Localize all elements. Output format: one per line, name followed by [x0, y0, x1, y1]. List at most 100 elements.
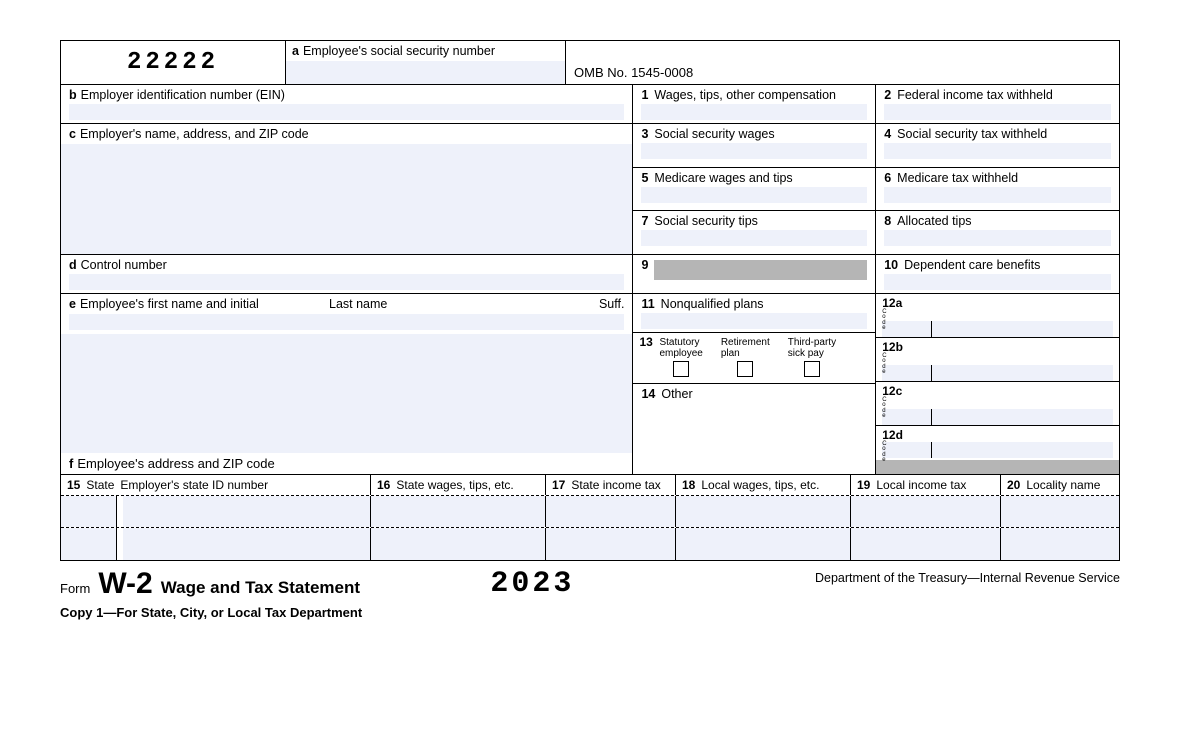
stack-3-5-7: 3Social security wages 5Medicare wages a… [633, 124, 876, 254]
box-2: 2 Federal income tax withheld [876, 85, 1119, 123]
box-4-input[interactable] [884, 143, 1111, 159]
state-1-code[interactable] [61, 496, 117, 527]
state-data-row-2 [61, 528, 1119, 560]
box-4: 4Social security tax withheld [876, 124, 1119, 168]
retirement-plan-checkbox: Retirement plan [721, 337, 770, 377]
locality-1-name[interactable] [1001, 496, 1119, 527]
retirement-checkbox[interactable] [737, 361, 753, 377]
row-d: dControl number 9 10Dependent care benef… [61, 255, 1119, 294]
thirdparty-checkbox[interactable] [804, 361, 820, 377]
box-a-letter: a [292, 44, 299, 58]
box-11: 11Nonqualified plans [633, 294, 875, 333]
box-a-input[interactable] [286, 61, 565, 84]
box-7-input[interactable] [641, 230, 867, 246]
footer-dept: Department of the Treasury—Internal Reve… [815, 567, 1120, 585]
box-b: bEmployer identification number (EIN) [61, 85, 633, 123]
locality-2-name[interactable] [1001, 528, 1119, 560]
employee-last-name-input[interactable] [329, 314, 584, 330]
state-1-id[interactable] [123, 496, 370, 527]
box-b-label: Employer identification number (EIN) [81, 88, 285, 102]
box-12c-code[interactable] [882, 409, 932, 425]
box-b-input[interactable] [69, 104, 624, 120]
state-1-tax[interactable] [546, 496, 676, 527]
local-1-wages[interactable] [676, 496, 851, 527]
row-c: cEmployer's name, address, and ZIP code … [61, 124, 1119, 255]
state-section: 15State Employer's state ID number 16Sta… [61, 475, 1119, 560]
omb-number: OMB No. 1545-0008 [566, 41, 1119, 84]
stack-4-6-8: 4Social security tax withheld 6Medicare … [876, 124, 1119, 254]
box-1-label: Wages, tips, other compensation [654, 88, 836, 102]
state-2-wages[interactable] [371, 528, 546, 560]
box-d: dControl number [61, 255, 633, 293]
state-2-id[interactable] [123, 528, 370, 560]
state-data-row-1 [61, 496, 1119, 528]
box-1-input[interactable] [641, 104, 867, 120]
box-12b: 12b C o d e [876, 338, 1119, 382]
box-7: 7Social security tips [633, 211, 875, 254]
w2-form: 22222 a Employee's social security number… [60, 40, 1120, 561]
box-e-inputs [61, 314, 632, 330]
box-a: a Employee's social security number [286, 41, 566, 84]
box-2-num: 2 [884, 88, 891, 102]
box-12c-amount[interactable] [932, 409, 1113, 425]
box-8: 8Allocated tips [876, 211, 1119, 254]
box-c-letter: c [69, 127, 76, 141]
box-12b-code[interactable] [882, 365, 932, 381]
local-1-tax[interactable] [851, 496, 1001, 527]
employee-name-area[interactable] [61, 334, 632, 453]
footer-year: 2023 [490, 567, 574, 601]
local-2-tax[interactable] [851, 528, 1001, 560]
statutory-checkbox[interactable] [673, 361, 689, 377]
box-6-input[interactable] [884, 187, 1111, 203]
box-10: 10Dependent care benefits [876, 255, 1119, 293]
box-12a-amount[interactable] [932, 321, 1113, 337]
state-1-wages[interactable] [371, 496, 546, 527]
box-12d: 12d C o d e [876, 426, 1119, 474]
box-d-input[interactable] [69, 274, 624, 290]
state-2-code[interactable] [61, 528, 117, 560]
stack-11-13-14: 11Nonqualified plans 13 Statutory employ… [633, 294, 876, 474]
footer-form-word: Form [60, 581, 90, 596]
box-c: c Employer's name, address, and ZIP code [61, 124, 633, 254]
box-5-input[interactable] [641, 187, 867, 203]
box-12a-code[interactable] [882, 321, 932, 337]
local-2-wages[interactable] [676, 528, 851, 560]
box-2-input[interactable] [884, 104, 1111, 120]
box-c-input[interactable] [61, 144, 632, 254]
box-9: 9 [633, 255, 876, 293]
form-code: 22222 [61, 41, 286, 84]
box-13: 13 Statutory employee Retirement plan Th… [633, 333, 875, 384]
box-12-grey [876, 460, 1119, 474]
box-a-label: Employee's social security number [303, 44, 495, 58]
box-5: 5Medicare wages and tips [633, 168, 875, 212]
state-header-row: 15State Employer's state ID number 16Sta… [61, 475, 1119, 496]
box-c-label: Employer's name, address, and ZIP code [80, 127, 309, 141]
box-e-f: eEmployee's first name and initial Last … [61, 294, 633, 474]
box-12d-amount[interactable] [932, 442, 1113, 458]
row-ef: eEmployee's first name and initial Last … [61, 294, 1119, 475]
box-8-input[interactable] [884, 230, 1111, 246]
employee-first-name-input[interactable] [69, 314, 329, 330]
box-12c: 12c C o d e [876, 382, 1119, 426]
box-3: 3Social security wages [633, 124, 875, 168]
employee-suffix-input[interactable] [584, 314, 624, 330]
box-1: 1 Wages, tips, other compensation [633, 85, 876, 123]
box-12a: 12a C o d e [876, 294, 1119, 338]
box-9-blank [654, 260, 867, 280]
box-12b-amount[interactable] [932, 365, 1113, 381]
box-11-input[interactable] [641, 313, 867, 329]
footer-title: Wage and Tax Statement [161, 578, 360, 598]
box-6: 6Medicare tax withheld [876, 168, 1119, 212]
box-10-input[interactable] [884, 274, 1111, 290]
box-1-num: 1 [641, 88, 648, 102]
row-b: bEmployer identification number (EIN) 1W… [61, 85, 1119, 124]
box-12d-code[interactable] [882, 442, 932, 458]
statutory-employee-checkbox: Statutory employee [659, 337, 702, 377]
stack-12: 12a C o d e 12b C o d e 12c C o d e 12d … [876, 294, 1119, 474]
footer-copy: Copy 1—For State, City, or Local Tax Dep… [60, 605, 1140, 620]
box-3-input[interactable] [641, 143, 867, 159]
third-party-checkbox: Third-party sick pay [788, 337, 836, 377]
form-footer: Form W-2 Wage and Tax Statement 2023 Dep… [60, 567, 1120, 601]
box-2-label: Federal income tax withheld [897, 88, 1053, 102]
state-2-tax[interactable] [546, 528, 676, 560]
